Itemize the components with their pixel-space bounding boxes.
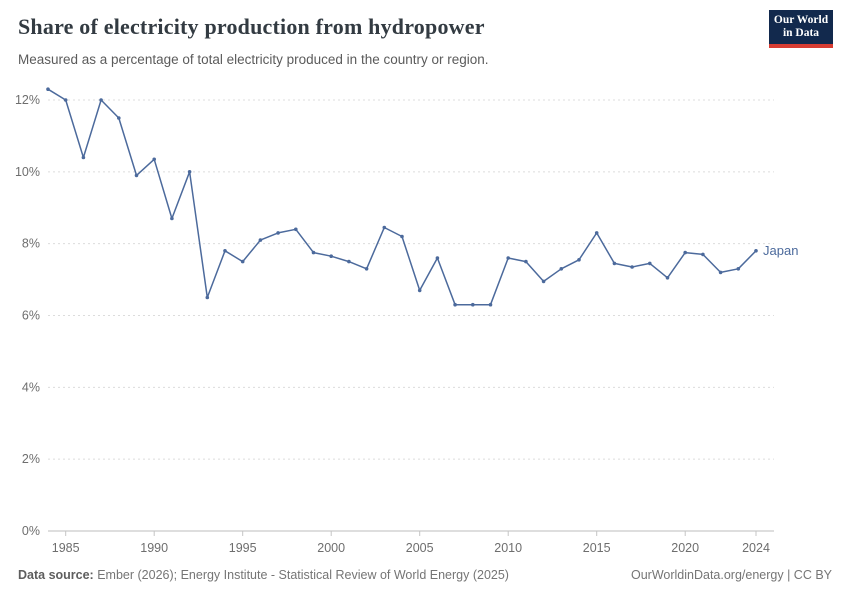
x-tick-label: 2005 bbox=[406, 541, 434, 555]
x-tick-label: 2000 bbox=[317, 541, 345, 555]
y-tick-label: 12% bbox=[15, 93, 40, 107]
series-end-label: Japan bbox=[763, 243, 798, 258]
x-tick-label: 1985 bbox=[52, 541, 80, 555]
owid-attribution-link[interactable]: OurWorldinData.org/energy | CC BY bbox=[630, 568, 832, 582]
data-point-marker bbox=[417, 288, 422, 293]
x-tick-label: 1995 bbox=[229, 541, 257, 555]
data-point-marker bbox=[311, 250, 316, 255]
data-point-marker bbox=[718, 270, 723, 275]
series-line-japan bbox=[47, 88, 757, 306]
data-point-marker bbox=[453, 302, 457, 307]
x-tick-label: 2015 bbox=[583, 541, 611, 555]
data-point-marker bbox=[506, 256, 511, 260]
y-tick-label: 0% bbox=[22, 524, 40, 538]
data-point-marker bbox=[364, 267, 369, 271]
chart-footer: Data source: Ember (2026); Energy Instit… bbox=[18, 568, 832, 582]
hydropower-line-chart[interactable]: 0% 2% 4% 6% 8% 10% 12% 1985 1990 1995 2000 2005 2010… bbox=[0, 78, 850, 563]
data-point-marker bbox=[683, 250, 687, 255]
data-point-marker bbox=[63, 98, 68, 102]
data-point-marker bbox=[258, 238, 263, 242]
data-point-marker bbox=[81, 155, 86, 160]
data-point-marker bbox=[46, 87, 50, 91]
data-point-marker bbox=[223, 249, 227, 253]
data-point-marker bbox=[276, 231, 280, 235]
y-tick-label: 4% bbox=[22, 380, 40, 394]
chart-subtitle: Measured as a percentage of total electr… bbox=[18, 52, 489, 67]
data-point-marker bbox=[541, 279, 546, 284]
data-point-marker bbox=[117, 116, 121, 120]
data-point-marker bbox=[736, 267, 741, 271]
x-tick-label: 2020 bbox=[671, 541, 699, 555]
data-point-marker bbox=[488, 302, 493, 307]
data-point-marker bbox=[170, 216, 174, 221]
data-point-marker bbox=[524, 259, 528, 264]
data-point-marker bbox=[559, 267, 564, 271]
x-tick-label: 1990 bbox=[140, 541, 168, 555]
data-point-marker bbox=[205, 295, 210, 300]
data-point-marker bbox=[754, 249, 758, 253]
y-tick-label: 2% bbox=[22, 452, 40, 466]
data-point-marker bbox=[665, 276, 670, 280]
data-point-marker bbox=[134, 173, 139, 178]
data-source: Data source: Ember (2026); Energy Instit… bbox=[18, 568, 509, 582]
data-source-text: Ember (2026); Energy Institute - Statist… bbox=[93, 568, 509, 582]
chart-title: Share of electricity production from hyd… bbox=[18, 14, 485, 39]
data-point-marker bbox=[152, 157, 156, 162]
data-point-marker bbox=[294, 227, 298, 232]
y-tick-label: 10% bbox=[15, 165, 40, 179]
data-point-marker bbox=[382, 225, 387, 230]
owid-logo-line2: in Data bbox=[782, 27, 820, 39]
data-source-label: Data source: bbox=[18, 568, 94, 582]
x-tick-label: 2010 bbox=[494, 541, 522, 555]
y-tick-label: 8% bbox=[22, 237, 40, 251]
data-point-marker bbox=[187, 170, 192, 174]
data-point-marker bbox=[648, 261, 652, 266]
data-point-marker bbox=[400, 234, 404, 239]
data-point-marker bbox=[630, 265, 634, 269]
data-point-marker bbox=[577, 258, 581, 262]
owid-logo-line1: Our World bbox=[773, 14, 829, 26]
data-point-marker bbox=[701, 252, 705, 257]
data-point-marker bbox=[329, 254, 334, 258]
x-tick-label: 2024 bbox=[742, 541, 770, 555]
data-point-marker bbox=[594, 231, 599, 235]
data-point-marker bbox=[435, 256, 440, 260]
data-point-marker bbox=[612, 261, 617, 266]
data-point-marker bbox=[99, 98, 103, 102]
y-tick-label: 6% bbox=[22, 309, 40, 323]
data-point-marker bbox=[471, 302, 475, 307]
data-point-marker bbox=[347, 259, 351, 264]
owid-logo[interactable]: Our World in Data bbox=[769, 10, 833, 48]
data-point-marker bbox=[240, 259, 245, 264]
